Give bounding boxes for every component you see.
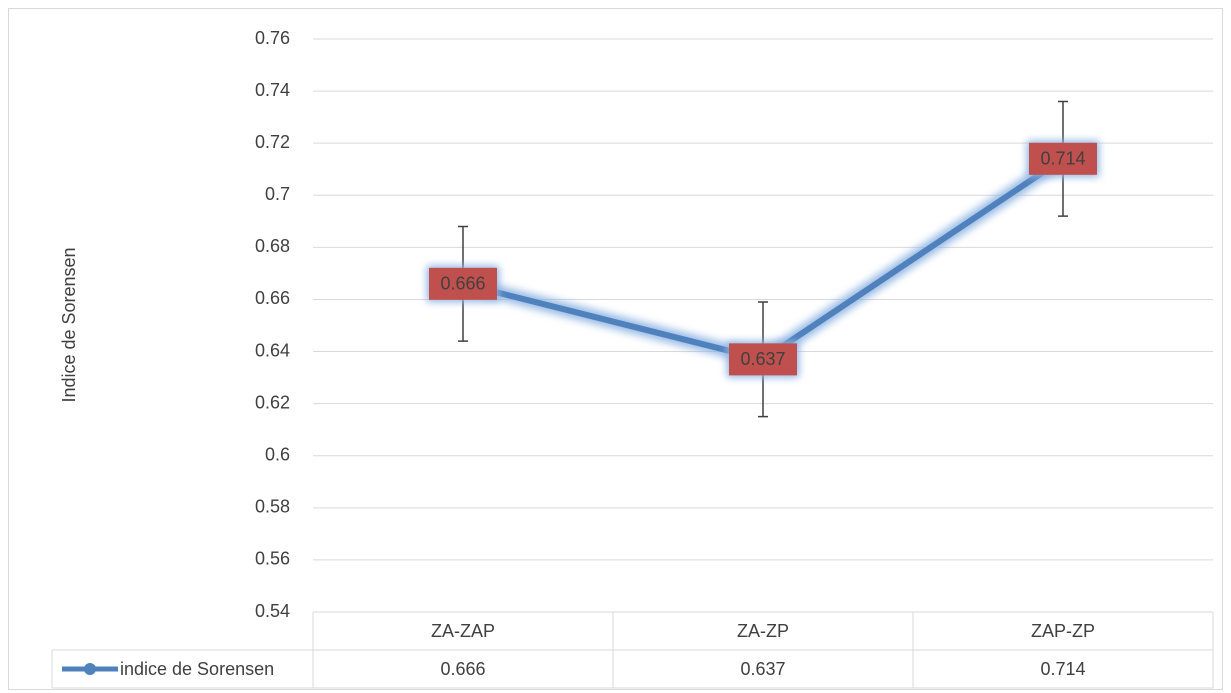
data-label-box (1029, 142, 1097, 175)
data-label: 0.714 (1040, 149, 1085, 169)
table-value: 0.637 (740, 659, 785, 679)
legend-marker (84, 663, 96, 675)
legend-label: indice de Sorensen (120, 659, 274, 679)
x-tick-label: ZA-ZP (737, 621, 789, 641)
y-tick-label: 0.68 (255, 236, 290, 256)
y-tick-label: 0.58 (255, 497, 290, 517)
y-tick-label: 0.66 (255, 288, 290, 308)
data-label: 0.637 (740, 349, 785, 369)
data-label-box (729, 343, 797, 376)
y-tick-label: 0.56 (255, 549, 290, 569)
y-tick-label: 0.6 (265, 444, 290, 464)
y-tick-label: 0.7 (265, 184, 290, 204)
y-tick-label: 0.64 (255, 340, 290, 360)
table-value: 0.666 (440, 659, 485, 679)
table-value: 0.714 (1040, 659, 1085, 679)
y-axis-title: Indice de Sorensen (59, 247, 79, 402)
data-label-box (429, 267, 497, 300)
y-tick-label: 0.74 (255, 80, 290, 100)
y-tick-label: 0.72 (255, 132, 290, 152)
x-tick-label: ZAP-ZP (1031, 621, 1095, 641)
y-tick-label: 0.62 (255, 392, 290, 412)
data-label: 0.666 (440, 274, 485, 294)
x-tick-label: ZA-ZAP (431, 621, 495, 641)
y-tick-label: 0.76 (255, 28, 290, 48)
y-tick-label: 0.54 (255, 601, 290, 621)
chart-border (8, 8, 1223, 690)
